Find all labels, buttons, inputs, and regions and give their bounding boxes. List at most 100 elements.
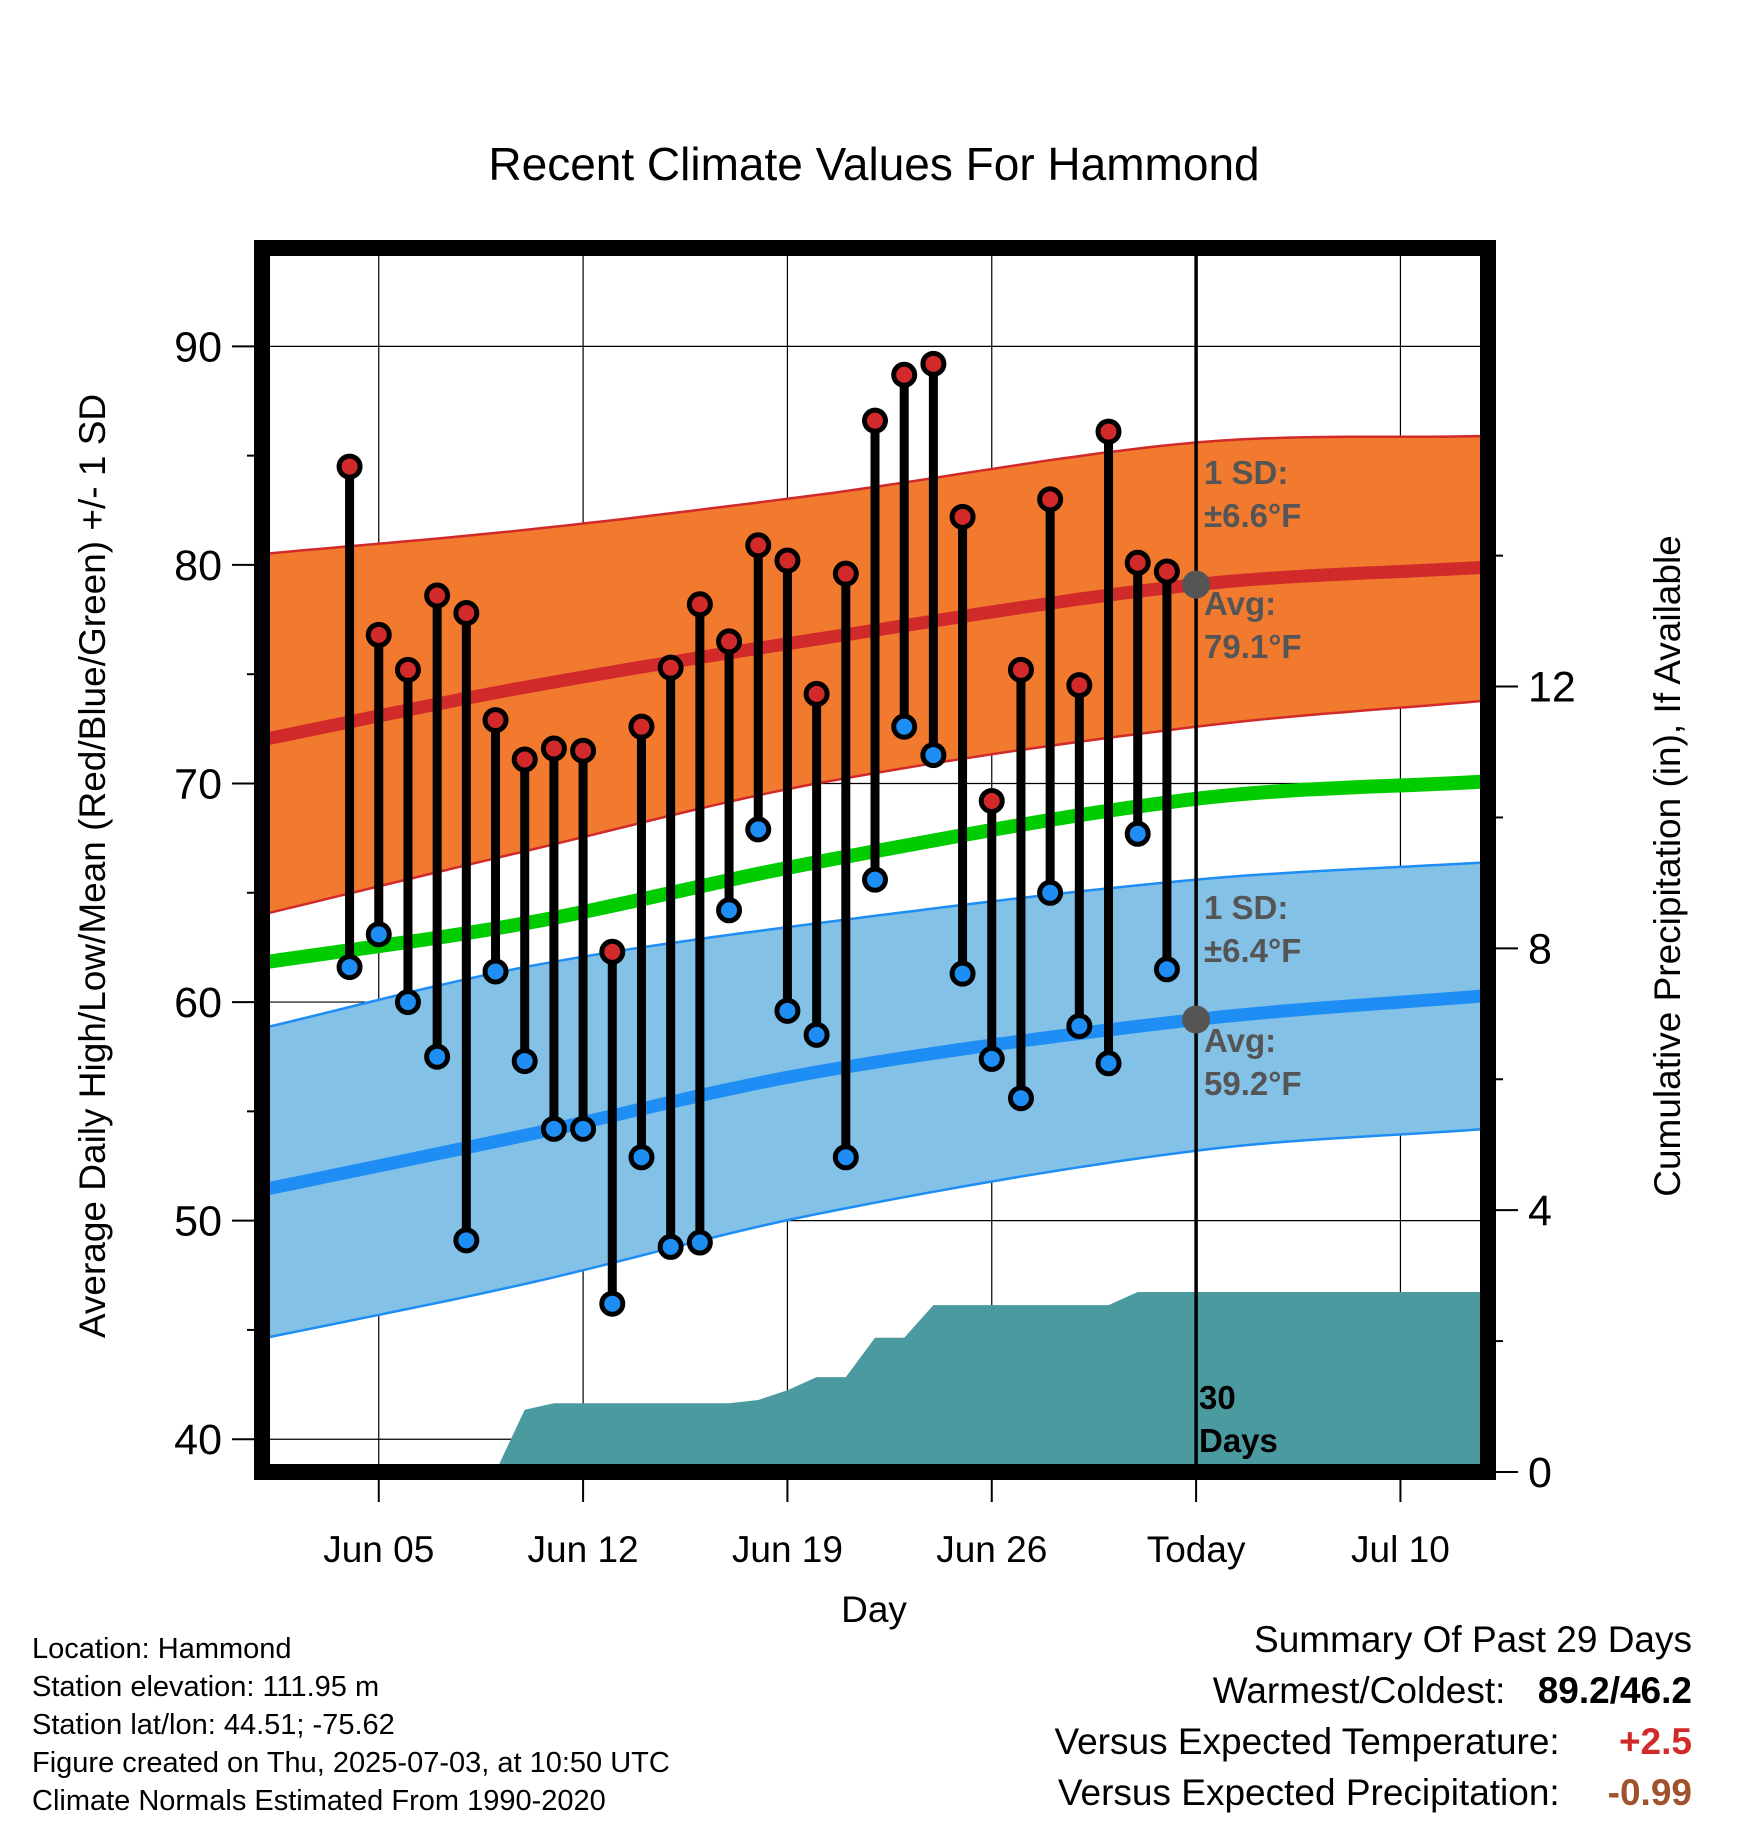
low-sd-label: 1 SD: <box>1204 889 1288 926</box>
daily-high-point <box>394 656 421 683</box>
chart-title: Recent Climate Values For Hammond <box>488 138 1259 190</box>
temp-label: Versus Expected Temperature: <box>1054 1721 1560 1762</box>
daily-low-point <box>862 866 888 893</box>
daily-low-point <box>540 1115 567 1142</box>
daily-low-point <box>1124 820 1151 847</box>
daily-high-point <box>657 654 684 681</box>
y-left-tick-label: 90 <box>174 323 222 371</box>
y-left-tick-label: 40 <box>174 1416 222 1464</box>
daily-low-point <box>570 1115 597 1142</box>
y-left-tick-label: 70 <box>174 761 222 809</box>
daily-high-point <box>511 746 538 773</box>
daily-high-point <box>1066 672 1093 699</box>
cumulative-precip-area <box>262 1292 1488 1472</box>
today-high-normal-marker <box>1182 570 1211 599</box>
x-tick-label: Today <box>1147 1529 1246 1570</box>
y-right-tick-label: 8 <box>1528 925 1552 973</box>
today-low-normal-marker <box>1182 1005 1211 1034</box>
station-info: Location: Hammond Station elevation: 111… <box>32 1630 670 1820</box>
daily-high-point <box>1124 549 1151 576</box>
y-right-tick-label: 4 <box>1528 1187 1552 1235</box>
daily-high-point <box>628 713 655 740</box>
x-tick-label: Jun 12 <box>528 1529 639 1570</box>
y-left-tick-label: 60 <box>174 979 222 1027</box>
daily-low-point <box>336 954 363 981</box>
daily-low-point <box>1066 1013 1093 1040</box>
daily-low-point <box>511 1048 538 1075</box>
plot-frame <box>254 240 1496 1480</box>
daily-high-point <box>920 350 947 377</box>
x-tick-label: Jun 05 <box>323 1529 434 1570</box>
warm-cold-label: Warmest/Coldest: <box>1212 1670 1506 1711</box>
daily-high-point <box>453 600 480 627</box>
daily-high-point <box>774 547 801 574</box>
daily-low-point <box>1007 1085 1034 1112</box>
daily-high-point <box>949 503 976 530</box>
warm-cold-value: 89.2/46.2 <box>1537 1670 1692 1711</box>
station-latlon: Station lat/lon: 44.51; -75.62 <box>32 1709 395 1741</box>
daily-high-point <box>862 407 888 434</box>
daily-high-point <box>599 938 626 965</box>
daily-low-point <box>1037 879 1064 906</box>
summary-precip: Versus Expected Precipitation: -0.99 <box>1054 1767 1692 1818</box>
daily-high-point <box>803 680 830 707</box>
daily-high-point <box>745 532 772 559</box>
x-axis-label: Day <box>841 1589 907 1630</box>
low-sd-band <box>262 862 1488 1339</box>
y-right-tick-label: 12 <box>1528 664 1576 712</box>
daily-low-point <box>745 816 772 843</box>
daily-low-point <box>978 1045 1005 1072</box>
daily-low-point <box>920 742 947 769</box>
daily-high-point <box>978 787 1005 814</box>
days-word: Days <box>1199 1422 1278 1459</box>
low-avg-value: 59.2°F <box>1204 1065 1302 1102</box>
daily-high-point <box>540 735 567 762</box>
daily-low-point <box>394 989 421 1016</box>
low-avg-label: Avg: <box>1204 1022 1276 1059</box>
daily-low-point <box>803 1021 830 1048</box>
daily-high-point <box>365 621 392 648</box>
daily-low-point <box>832 1144 859 1171</box>
y-left-tick-label: 50 <box>174 1198 222 1246</box>
daily-high-point <box>891 361 918 388</box>
station-elevation: Station elevation: 111.95 m <box>32 1671 380 1703</box>
daily-low-point <box>716 897 743 924</box>
precip-label: Versus Expected Precipitation: <box>1057 1772 1560 1813</box>
x-tick-label: Jun 26 <box>936 1529 1047 1570</box>
y-left-tick-label: 80 <box>174 542 222 590</box>
daily-low-point <box>1095 1050 1122 1077</box>
daily-low-point <box>774 997 801 1024</box>
low-sd-band-lower-edge <box>262 1127 1488 1340</box>
daily-low-point <box>1153 956 1180 983</box>
daily-high-point <box>424 582 451 609</box>
daily-high-point <box>686 591 713 618</box>
daily-high-point <box>570 737 597 764</box>
y-axis-left-label: Average Daily High/Low/Mean (Red/Blue/Gr… <box>72 394 113 1338</box>
daily-high-point <box>482 707 509 734</box>
daily-high-point <box>832 560 859 587</box>
high-sd-value: ±6.6°F <box>1204 497 1301 534</box>
daily-high-point <box>1153 558 1180 585</box>
daily-low-point <box>891 713 918 740</box>
summary-panel: Summary Of Past 29 Days Warmest/Coldest:… <box>1054 1614 1692 1818</box>
x-tick-label: Jun 19 <box>732 1529 843 1570</box>
daily-low-point <box>949 960 976 987</box>
y-axis-right-label: Cumulative Precipitation (in), If Availa… <box>1647 535 1688 1197</box>
y-right-tick-label: 0 <box>1528 1449 1552 1497</box>
figure-created: Figure created on Thu, 2025-07-03, at 10… <box>32 1747 670 1779</box>
daily-high-point <box>1007 656 1034 683</box>
daily-high-point <box>716 628 743 655</box>
daily-low-point <box>453 1227 480 1254</box>
daily-high-point <box>336 453 363 480</box>
daily-high-point <box>1037 486 1064 513</box>
daily-low-point <box>599 1290 626 1317</box>
daily-low-point <box>657 1233 684 1260</box>
high-avg-value: 79.1°F <box>1204 628 1302 665</box>
daily-low-point <box>482 958 509 985</box>
daily-high-point <box>1095 418 1122 445</box>
summary-temp: Versus Expected Temperature: +2.5 <box>1054 1716 1692 1767</box>
high-avg-label: Avg: <box>1204 585 1276 622</box>
daily-low-point <box>365 921 392 948</box>
x-tick-label: Jul 10 <box>1351 1529 1450 1570</box>
